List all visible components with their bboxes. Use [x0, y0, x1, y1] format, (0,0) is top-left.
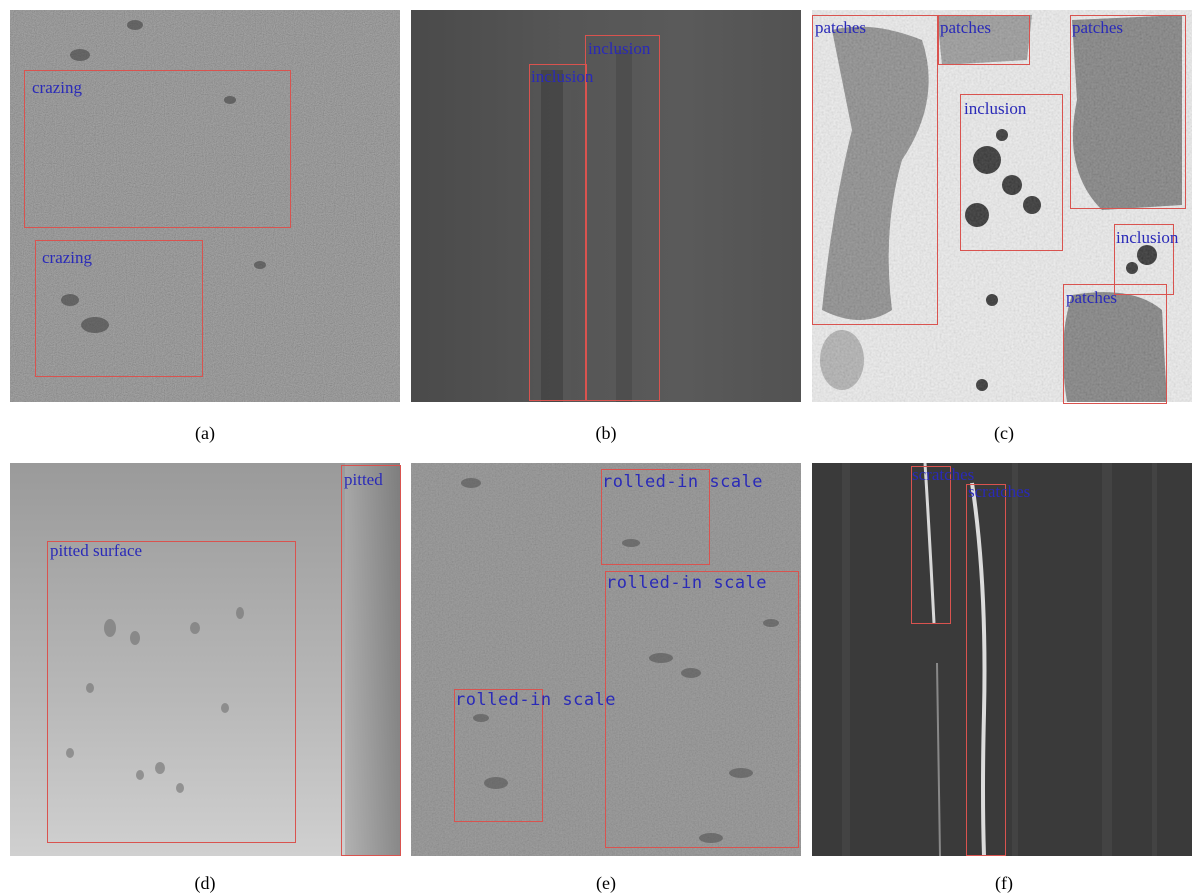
rolled-in-scale-box-2	[605, 571, 799, 848]
rolled-in-scale-box-3	[454, 689, 543, 822]
crazing-box-1	[24, 70, 291, 228]
box-label: scratches	[912, 465, 975, 484]
panel-caption: (e)	[596, 873, 616, 893]
rolled-in-scale-box-1	[601, 469, 710, 565]
box-label: crazing	[42, 248, 93, 267]
box-label: pitted surface	[50, 541, 143, 560]
box-label: patches	[815, 18, 866, 37]
box-label: patches	[1072, 18, 1123, 37]
pitted-surface-box	[47, 541, 296, 843]
patches-box-4	[1063, 284, 1167, 404]
box-label: inclusion	[531, 67, 594, 86]
patches-box-1	[812, 15, 938, 325]
pitted-box-1	[341, 465, 401, 856]
box-label: patches	[1066, 288, 1117, 307]
box-label: rolled-in scale	[606, 573, 768, 593]
box-label: pitted	[344, 470, 383, 489]
panel-d-image	[10, 463, 400, 856]
crazing-box-2	[35, 240, 203, 377]
inclusion-box-3	[960, 94, 1063, 251]
scratches-box-1	[911, 466, 951, 624]
box-label: inclusion	[964, 99, 1027, 118]
panel-f-image	[812, 463, 1192, 856]
box-label: inclusion	[1116, 228, 1179, 247]
panel-caption: (c)	[994, 423, 1014, 443]
panel-caption: (b)	[595, 423, 617, 443]
patches-box-2	[938, 15, 1030, 65]
panel-e-image	[411, 463, 801, 856]
scratches-box-2	[966, 484, 1006, 856]
box-label: rolled-in scale	[455, 690, 617, 710]
box-label: inclusion	[588, 39, 651, 58]
inclusion-box-2	[585, 35, 660, 401]
box-label: scratches	[968, 482, 1031, 501]
inclusion-box-4	[1114, 224, 1174, 295]
panel-b-image	[411, 10, 801, 402]
box-label: rolled-in scale	[602, 472, 764, 492]
patches-box-3	[1070, 15, 1186, 209]
panel-a-image	[10, 10, 400, 402]
box-label: crazing	[32, 78, 83, 97]
inclusion-box-1	[529, 64, 587, 401]
panel-caption: (d)	[194, 873, 216, 893]
panel-caption: (a)	[195, 423, 215, 443]
panel-caption: (f)	[995, 873, 1013, 893]
panel-c-image	[812, 10, 1192, 402]
box-label: patches	[940, 18, 991, 37]
